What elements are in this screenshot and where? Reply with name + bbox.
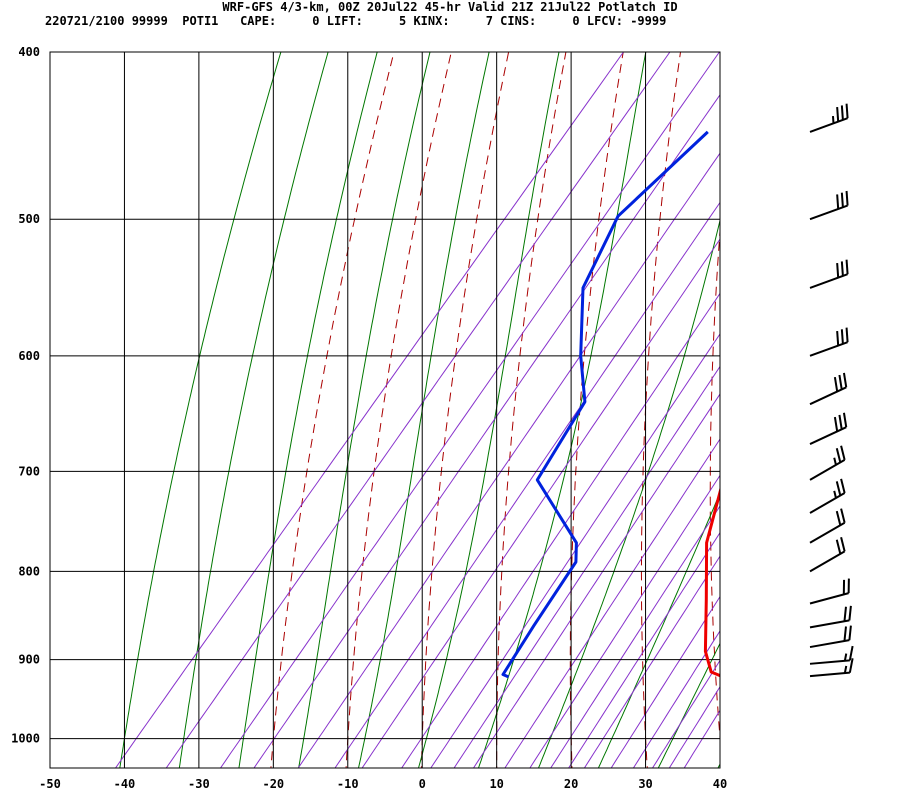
mixing-ratio-line	[297, 152, 720, 768]
mixing-ratio-line	[568, 531, 720, 768]
y-tick-label: 1000	[11, 732, 40, 746]
wind-barb	[809, 478, 846, 514]
moist-adiabat	[657, 642, 720, 768]
chart-title: WRF-GFS 4/3-km, 00Z 20Jul22 45-hr Valid …	[222, 0, 678, 14]
wind-barb	[809, 372, 848, 406]
x-tick-label: -30	[188, 777, 210, 791]
moist-adiabat	[119, 52, 282, 768]
y-tick-label: 800	[18, 564, 40, 578]
x-tick-label: 10	[489, 777, 503, 791]
plot-frame	[49, 51, 721, 769]
mixing-ratio-line	[610, 595, 720, 768]
mixing-ratio-line	[219, 52, 720, 768]
mixing-ratio-line	[668, 685, 720, 768]
wind-barb	[809, 605, 852, 629]
moist-adiabat	[537, 218, 720, 768]
wind-barb	[809, 327, 849, 357]
moist-adiabat	[238, 52, 378, 768]
moist-adiabat	[597, 491, 720, 768]
mixing-ratio-line	[583, 555, 720, 768]
dry-adiabat	[777, 33, 799, 775]
mixing-ratio-line	[401, 292, 720, 768]
wind-barb	[809, 103, 849, 133]
moist-adiabat	[717, 763, 720, 768]
moist-adiabat	[417, 52, 560, 768]
dry-adiabat	[345, 52, 452, 768]
wind-barb	[809, 658, 854, 678]
x-tick-label: 30	[638, 777, 652, 791]
x-tick-label: -50	[39, 777, 61, 791]
y-tick-label: 700	[18, 464, 40, 478]
dry-adiabat	[841, 33, 874, 775]
wind-barb	[809, 537, 846, 573]
chart-subtitle: 220721/2100 99999 POTI1 CAPE: 0 LIFT: 5 …	[45, 14, 667, 28]
temperature-trace	[703, 486, 720, 678]
mixing-ratio-line	[550, 505, 720, 768]
x-tick-label: -10	[337, 777, 359, 791]
wind-barb	[809, 578, 850, 605]
mixing-ratio-line	[632, 629, 720, 768]
y-tick-label: 500	[18, 212, 40, 226]
mixing-ratio-line	[430, 333, 720, 768]
x-tick-label: -20	[262, 777, 284, 791]
mixing-ratio-line	[114, 52, 625, 768]
dry-adiabat	[420, 52, 510, 768]
wind-barb	[809, 259, 849, 289]
mixing-ratio-line	[651, 659, 720, 768]
y-tick-label: 400	[18, 45, 40, 59]
wind-barb	[809, 190, 849, 221]
wind-barb	[809, 645, 854, 665]
mixing-ratio-line	[361, 238, 720, 768]
x-tick-label: 20	[564, 777, 578, 791]
mixing-ratio-line	[683, 709, 720, 768]
wind-barb	[809, 445, 846, 481]
mixing-ratio-line	[504, 438, 720, 768]
moist-adiabat	[477, 52, 647, 768]
y-tick-label: 900	[18, 653, 40, 667]
x-tick-label: 40	[713, 777, 727, 791]
dry-adiabat	[709, 225, 720, 744]
moist-adiabat	[298, 52, 431, 768]
moist-adiabat	[774, 33, 900, 775]
mixing-ratio-line	[453, 365, 720, 768]
wind-barb	[809, 625, 852, 649]
x-tick-label: -40	[114, 777, 136, 791]
mixing-ratio-line	[472, 393, 720, 768]
y-tick-label: 600	[18, 349, 40, 363]
mixing-ratio-line	[529, 474, 720, 768]
x-tick-label: 0	[419, 777, 426, 791]
dewpoint-trace	[501, 130, 709, 679]
dry-adiabat	[496, 52, 567, 768]
mixing-ratio-line	[253, 94, 720, 768]
wind-barb	[809, 508, 846, 544]
moist-adiabat	[178, 52, 329, 768]
wind-barb	[809, 412, 848, 445]
